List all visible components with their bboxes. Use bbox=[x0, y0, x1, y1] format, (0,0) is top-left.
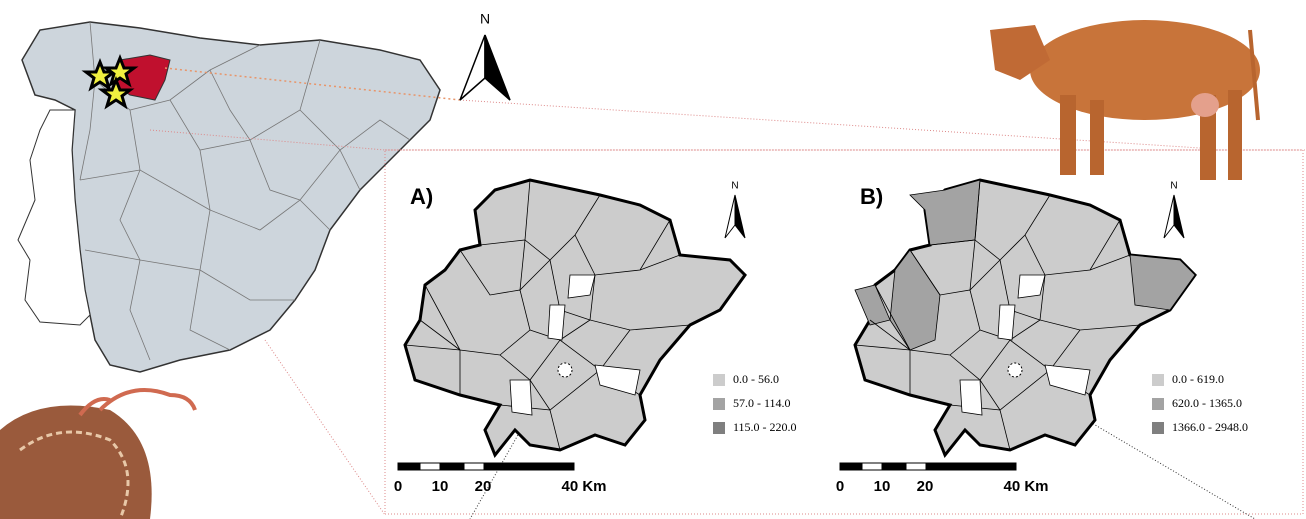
scale-label: 20 bbox=[475, 478, 492, 495]
class-region bbox=[910, 180, 980, 245]
legend-swatch bbox=[713, 398, 725, 410]
scale-bar bbox=[440, 463, 464, 470]
north-arrow bbox=[725, 195, 735, 238]
scale-bar bbox=[862, 463, 882, 470]
legend-label: 0.0 - 619.0 bbox=[1172, 372, 1224, 386]
scale-label: 40 Km bbox=[561, 478, 606, 495]
north-label: N bbox=[731, 181, 738, 192]
scale-bar bbox=[906, 463, 926, 470]
north-arrow: N bbox=[460, 11, 510, 100]
municipality-map bbox=[405, 180, 745, 455]
scale-label: 10 bbox=[432, 478, 449, 495]
map-panel: A) N 0.0 - 56.0 57.0 - 114.0 115.0 - 220.0 0 1… bbox=[394, 180, 797, 495]
legend-swatch bbox=[713, 374, 725, 386]
legend-label: 1366.0 - 2948.0 bbox=[1172, 420, 1248, 434]
scale-label: 10 bbox=[874, 478, 891, 495]
panel-label: A) bbox=[410, 184, 433, 209]
legend-label: 115.0 - 220.0 bbox=[733, 420, 797, 434]
tick-image bbox=[0, 390, 195, 519]
scale-bar bbox=[464, 463, 484, 470]
scale-bar bbox=[926, 463, 1016, 470]
legend-swatch bbox=[1152, 374, 1164, 386]
no-data-region bbox=[960, 380, 982, 415]
municipality-map bbox=[855, 180, 1195, 455]
north-arrow bbox=[1164, 195, 1174, 238]
scale-label: 0 bbox=[394, 478, 402, 495]
scale-bar bbox=[420, 463, 440, 470]
legend-swatch bbox=[1152, 422, 1164, 434]
scale-label: 20 bbox=[917, 478, 934, 495]
legend-swatch bbox=[713, 422, 725, 434]
north-label: N bbox=[480, 11, 490, 27]
no-data-region bbox=[548, 305, 565, 340]
cow-image bbox=[990, 20, 1260, 180]
legend-swatch bbox=[1152, 398, 1164, 410]
scale-bar bbox=[484, 463, 574, 470]
city-marker bbox=[558, 363, 572, 377]
scale-label: 0 bbox=[836, 478, 844, 495]
north-label: N bbox=[1170, 181, 1177, 192]
legend-label: 0.0 - 56.0 bbox=[733, 372, 779, 386]
north-arrow bbox=[1174, 195, 1184, 238]
north-arrow bbox=[735, 195, 745, 238]
scale-bar bbox=[882, 463, 906, 470]
scale-bar bbox=[840, 463, 862, 470]
map-panel: B) N 0.0 - 619.0 620.0 - 1365.0 1366.0 - 294… bbox=[836, 180, 1248, 495]
map-outline bbox=[405, 180, 745, 455]
scale-bar bbox=[398, 463, 420, 470]
legend-label: 57.0 - 114.0 bbox=[733, 396, 791, 410]
panel-label: B) bbox=[860, 184, 883, 209]
no-data-region bbox=[510, 380, 532, 415]
no-data-region bbox=[998, 305, 1015, 340]
figure: N A) N 0.0 - 56.0 57.0 - 114.0 115.0 - 220.0… bbox=[0, 0, 1306, 519]
iberia-map bbox=[18, 22, 440, 372]
scale-label: 40 Km bbox=[1003, 478, 1048, 495]
city-marker bbox=[1008, 363, 1022, 377]
legend-label: 620.0 - 1365.0 bbox=[1172, 396, 1242, 410]
